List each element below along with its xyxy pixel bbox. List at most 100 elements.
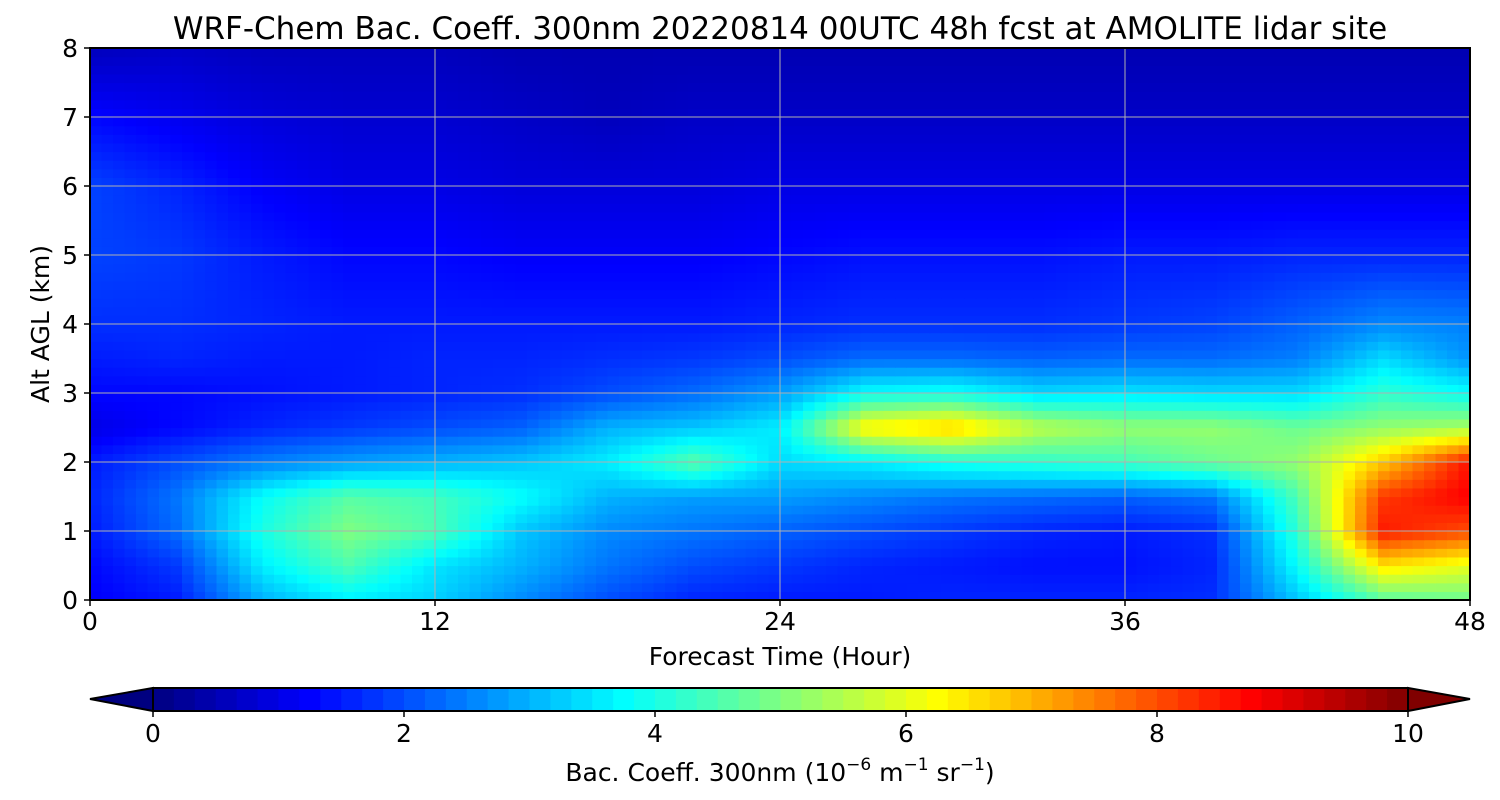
heatmap-cell [734, 531, 747, 541]
heatmap-cell [1401, 548, 1414, 558]
heatmap-cell [975, 591, 988, 600]
heatmap-cell [688, 591, 701, 600]
heatmap-cell [1309, 255, 1322, 265]
heatmap-cell [803, 298, 816, 308]
heatmap-cell [435, 505, 448, 515]
heatmap-cell [538, 272, 551, 282]
heatmap-cell [711, 513, 724, 523]
heatmap-cell [561, 298, 574, 308]
heatmap-cell [699, 470, 712, 480]
heatmap-cell [170, 237, 183, 247]
heatmap-cell [147, 462, 160, 472]
heatmap-cell [1205, 315, 1218, 325]
heatmap-cell [1297, 418, 1310, 429]
heatmap-cell [803, 539, 816, 549]
heatmap-cell [136, 349, 149, 360]
heatmap-cell [665, 513, 678, 523]
heatmap-cell [147, 246, 160, 256]
heatmap-cell [1458, 531, 1470, 541]
heatmap-cell [768, 401, 781, 411]
heatmap-cell [1366, 582, 1379, 592]
heatmap-cell [1079, 505, 1092, 515]
heatmap-cell [745, 375, 758, 385]
heatmap-cell [423, 324, 436, 334]
heatmap-cell [814, 306, 827, 316]
heatmap-cell [768, 522, 781, 532]
heatmap-cell [1309, 479, 1322, 489]
heatmap-cell [492, 272, 505, 282]
heatmap-cell [1194, 272, 1207, 282]
heatmap-cell [1297, 367, 1310, 377]
heatmap-cell [630, 479, 643, 489]
heatmap-cell [1251, 246, 1264, 256]
heatmap-cell [1159, 280, 1172, 291]
heatmap-cell [642, 410, 655, 420]
heatmap-cell [653, 444, 666, 454]
heatmap-cell [1320, 367, 1333, 377]
heatmap-cell [929, 341, 942, 351]
heatmap-cell [1136, 565, 1149, 575]
heatmap-cell [147, 298, 160, 308]
heatmap-cell [90, 487, 103, 498]
heatmap-cell [1010, 582, 1023, 592]
heatmap-cell [642, 289, 655, 299]
heatmap-cell [676, 280, 689, 291]
heatmap-cell [193, 487, 206, 498]
heatmap-cell [757, 582, 770, 592]
heatmap-cell [1033, 255, 1046, 265]
heatmap-cell [607, 246, 620, 256]
heatmap-cell [320, 401, 333, 411]
heatmap-cell [251, 384, 264, 394]
heatmap-cell [1263, 306, 1276, 316]
heatmap-cell [699, 324, 712, 334]
heatmap-cell [1033, 462, 1046, 472]
heatmap-cell [734, 324, 747, 334]
heatmap-cell [1033, 479, 1046, 489]
heatmap-cell [193, 306, 206, 316]
heatmap-cell [1389, 462, 1402, 472]
heatmap-cell [952, 496, 965, 506]
heatmap-cell [642, 367, 655, 377]
heatmap-cell [573, 513, 586, 523]
heatmap-cell [872, 574, 885, 584]
heatmap-cell [1458, 263, 1470, 273]
heatmap-cell [400, 349, 413, 360]
heatmap-cell [1102, 531, 1115, 541]
heatmap-cell [1205, 289, 1218, 299]
heatmap-cell [791, 565, 804, 575]
heatmap-cell [791, 522, 804, 532]
heatmap-cell [1366, 393, 1379, 403]
heatmap-cell [918, 332, 931, 342]
heatmap-cell [1079, 306, 1092, 316]
heatmap-cell [1378, 280, 1391, 291]
heatmap-cell [1412, 263, 1425, 273]
heatmap-cell [1309, 289, 1322, 299]
heatmap-cell [941, 349, 954, 360]
heatmap-cell [538, 487, 551, 498]
heatmap-cell [1113, 246, 1126, 256]
heatmap-cell [964, 531, 977, 541]
heatmap-cell [538, 367, 551, 377]
heatmap-cell [285, 341, 298, 351]
heatmap-cell [354, 479, 367, 489]
heatmap-cell [803, 358, 816, 368]
heatmap-cell [596, 539, 609, 549]
heatmap-cell [297, 255, 310, 265]
heatmap-cell [147, 237, 160, 247]
heatmap-cell [964, 436, 977, 446]
heatmap-cell [1010, 487, 1023, 498]
heatmap-cell [1102, 496, 1115, 506]
heatmap-cell [320, 436, 333, 446]
heatmap-cell [423, 401, 436, 411]
heatmap-cell [1286, 324, 1299, 334]
heatmap-cell [883, 479, 896, 489]
heatmap-cell [998, 272, 1011, 282]
heatmap-cell [400, 436, 413, 446]
heatmap-cell [1056, 470, 1069, 480]
heatmap-cell [527, 444, 540, 454]
heatmap-cell [711, 444, 724, 454]
heatmap-cell [699, 548, 712, 558]
heatmap-cell [1136, 367, 1149, 377]
heatmap-cell [964, 470, 977, 480]
heatmap-cell [1401, 574, 1414, 584]
